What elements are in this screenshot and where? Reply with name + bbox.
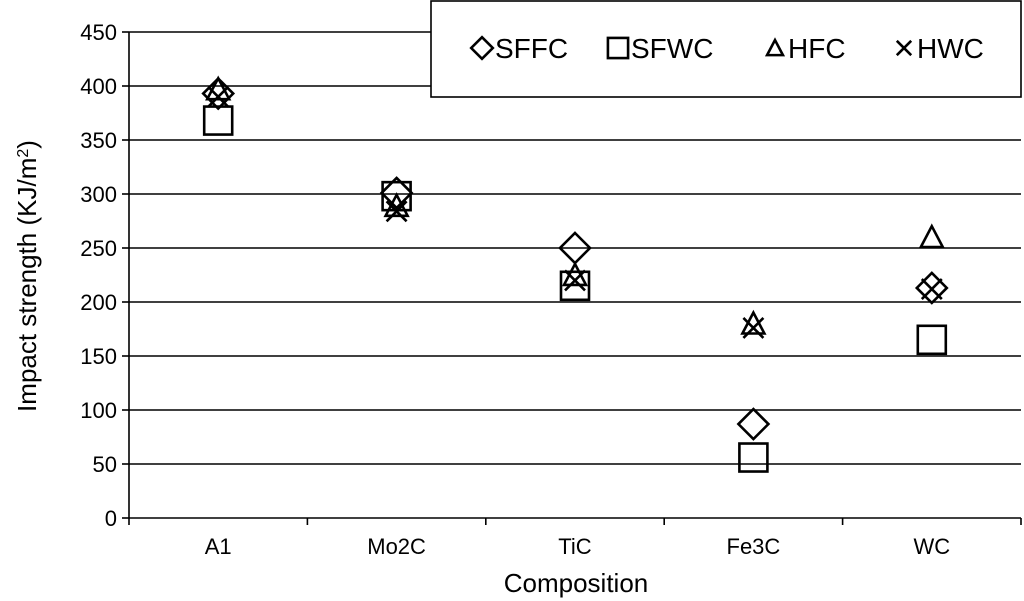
axes: [128, 32, 1021, 519]
x-tick-label-mo2c: Mo2C: [367, 534, 426, 559]
y-axis-title-superscript: 2: [15, 149, 32, 158]
point-sffc-fe3c: [736, 407, 771, 441]
y-tick-label-50: 50: [93, 452, 117, 477]
point-hwc-a1: [207, 85, 230, 108]
point-sfwc-a1: [202, 105, 234, 136]
legend-label-sffc: SFFC: [495, 33, 568, 64]
point-hfc-a1: [205, 75, 232, 101]
point-hfc-fe3c: [740, 309, 767, 335]
y-tick-label-350: 350: [80, 128, 117, 153]
y-axis-title-main: Impact strength (KJ/m: [12, 158, 42, 412]
point-sfwc-fe3c: [738, 442, 769, 473]
legend: SFFC SFWC HFC HWC: [430, 0, 1022, 98]
point-sffc-a1: [201, 76, 236, 111]
x-tick-label-wc: WC: [913, 534, 950, 559]
point-sffc-wc: [914, 271, 949, 305]
point-hwc-tic: [564, 269, 586, 292]
point-sffc-mo2c: [379, 176, 414, 210]
legend-marker-hfc: [764, 37, 786, 57]
y-axis-ticks: 0 50 100 150 200 250 300 350 400 450: [80, 20, 129, 531]
x-axis-ticks: A1 Mo2C TiC Fe3C WC: [128, 518, 1022, 559]
point-hwc-mo2c: [385, 200, 408, 223]
x-axis-title: Composition: [504, 568, 649, 598]
legend-label-hwc: HWC: [917, 33, 984, 64]
y-tick-label-0: 0: [105, 506, 117, 531]
point-hfc-wc: [918, 223, 945, 249]
x-tick-label-tic: TiC: [558, 534, 592, 559]
point-sfwc-wc: [916, 324, 948, 356]
point-hwc-wc: [920, 278, 943, 300]
y-tick-label-100: 100: [80, 398, 117, 423]
y-tick-label-450: 450: [80, 20, 117, 45]
legend-marker-sffc: [469, 35, 495, 61]
point-sfwc-tic: [559, 270, 591, 302]
y-axis-title-close: ): [12, 140, 42, 149]
legend-label-hfc: HFC: [788, 33, 846, 64]
x-tick-label-a1: A1: [205, 534, 232, 559]
y-tick-label-200: 200: [80, 290, 117, 315]
legend-marker-hwc: [895, 39, 913, 57]
y-tick-label-150: 150: [80, 344, 117, 369]
series-hfc: [205, 75, 945, 335]
legend-box: [430, 0, 1022, 98]
y-tick-label-300: 300: [80, 182, 117, 207]
series-hwc: [207, 85, 943, 339]
x-tick-label-fe3c: Fe3C: [727, 534, 781, 559]
point-hwc-fe3c: [742, 317, 765, 339]
series-sfwc: [202, 105, 948, 473]
y-tick-label-250: 250: [80, 236, 117, 261]
y-axis-title: Impact strength (KJ/m2): [12, 140, 42, 412]
data-points: [201, 75, 949, 473]
legend-marker-sfwc: [606, 36, 630, 60]
y-tick-label-400: 400: [80, 74, 117, 99]
series-sffc: [201, 76, 949, 441]
legend-label-sfwc: SFWC: [631, 33, 713, 64]
